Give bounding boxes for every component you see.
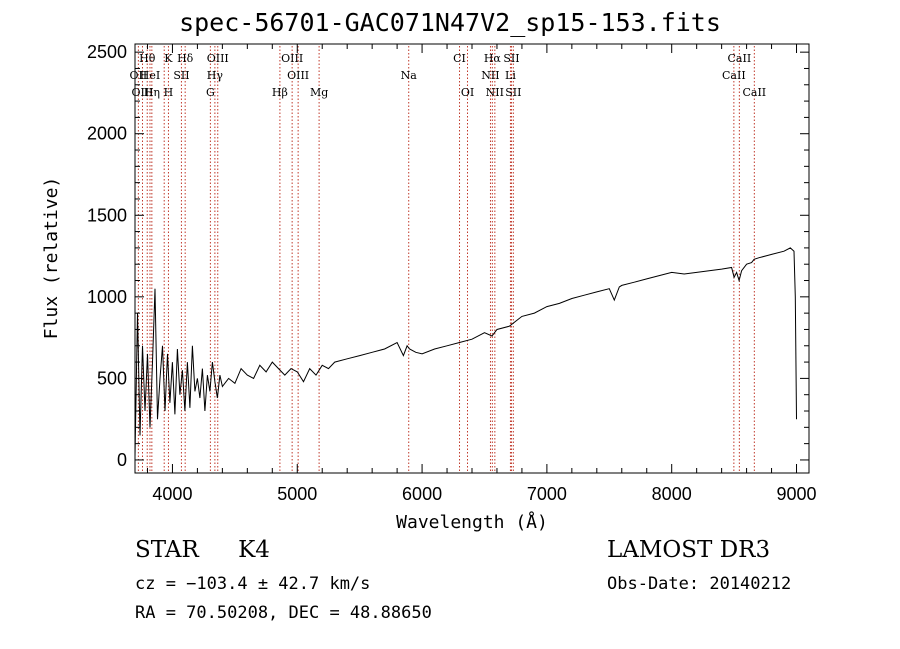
line-label-27: CaII [742,86,766,99]
radec-text: RA = 70.50208, DEC = 48.88650 [135,603,432,623]
line-label-1: K [164,52,173,65]
line-label-25: NII [486,86,504,99]
line-label-3: OIII [207,52,229,65]
y-tick-label: 2000 [87,124,127,144]
line-label-26: SII [505,86,521,99]
line-label-10: HeI [140,69,160,82]
y-axis: 0 500 1000 1500 2000 2500 [87,42,809,470]
x-axis: 4000 5000 6000 7000 8000 9000 [146,44,817,504]
y-tick-label: 0 [117,450,127,470]
line-label-7: SII [503,52,519,65]
subclass-label: K4 [238,537,270,563]
y-tick-label: 500 [97,368,127,388]
x-tick-label: 4000 [152,484,192,504]
spectrum-line [134,247,797,457]
x-tick-label: 7000 [527,484,567,504]
line-label-4: OIII [281,52,303,65]
class-label: STAR [135,537,199,563]
x-tick-label: 6000 [402,484,442,504]
line-label-22: Hβ [272,86,288,99]
y-tick-label: 1500 [87,205,127,225]
y-tick-label: 2500 [87,42,127,62]
chart-title: spec-56701-GAC071N47V2_sp15-153.fits [179,8,721,37]
line-label-2: Hδ [177,52,194,65]
x-tick-label: 8000 [652,484,692,504]
line-label-11: SII [173,69,189,82]
line-label-21: G [206,86,215,99]
redshift-text: cz = −103.4 ± 42.7 km/s [135,574,371,594]
obs-date-text: Obs-Date: 20140212 [607,574,792,594]
line-label-5: CI [453,52,466,65]
line-label-18: OIII [131,86,153,99]
line-label-6: Hα [484,52,502,65]
line-label-16: Li [505,69,516,82]
line-label-19: Hη [144,86,160,99]
line-label-15: NII [481,69,499,82]
line-label-0: Hθ [139,52,156,65]
line-label-8: CaII [728,52,752,65]
classification: STAR K4 [135,537,270,563]
x-axis-label: Wavelength (Å) [396,511,548,533]
line-label-12: Hγ [207,69,224,82]
line-label-17: CaII [722,69,746,82]
line-label-24: OI [461,86,474,99]
y-tick-label: 1000 [87,287,127,307]
y-axis-label: Flux (relative) [41,177,62,340]
line-label-20: H [164,86,174,99]
line-markers [137,46,755,472]
plot-frame [134,43,810,474]
x-tick-label: 9000 [776,484,816,504]
x-tick-label: 5000 [277,484,317,504]
line-label-14: Na [401,69,418,82]
line-label-13: OIII [287,69,309,82]
survey-label: LAMOST DR3 [607,537,771,563]
line-label-23: Mg [310,86,328,99]
line-label-9: OII [130,69,148,82]
